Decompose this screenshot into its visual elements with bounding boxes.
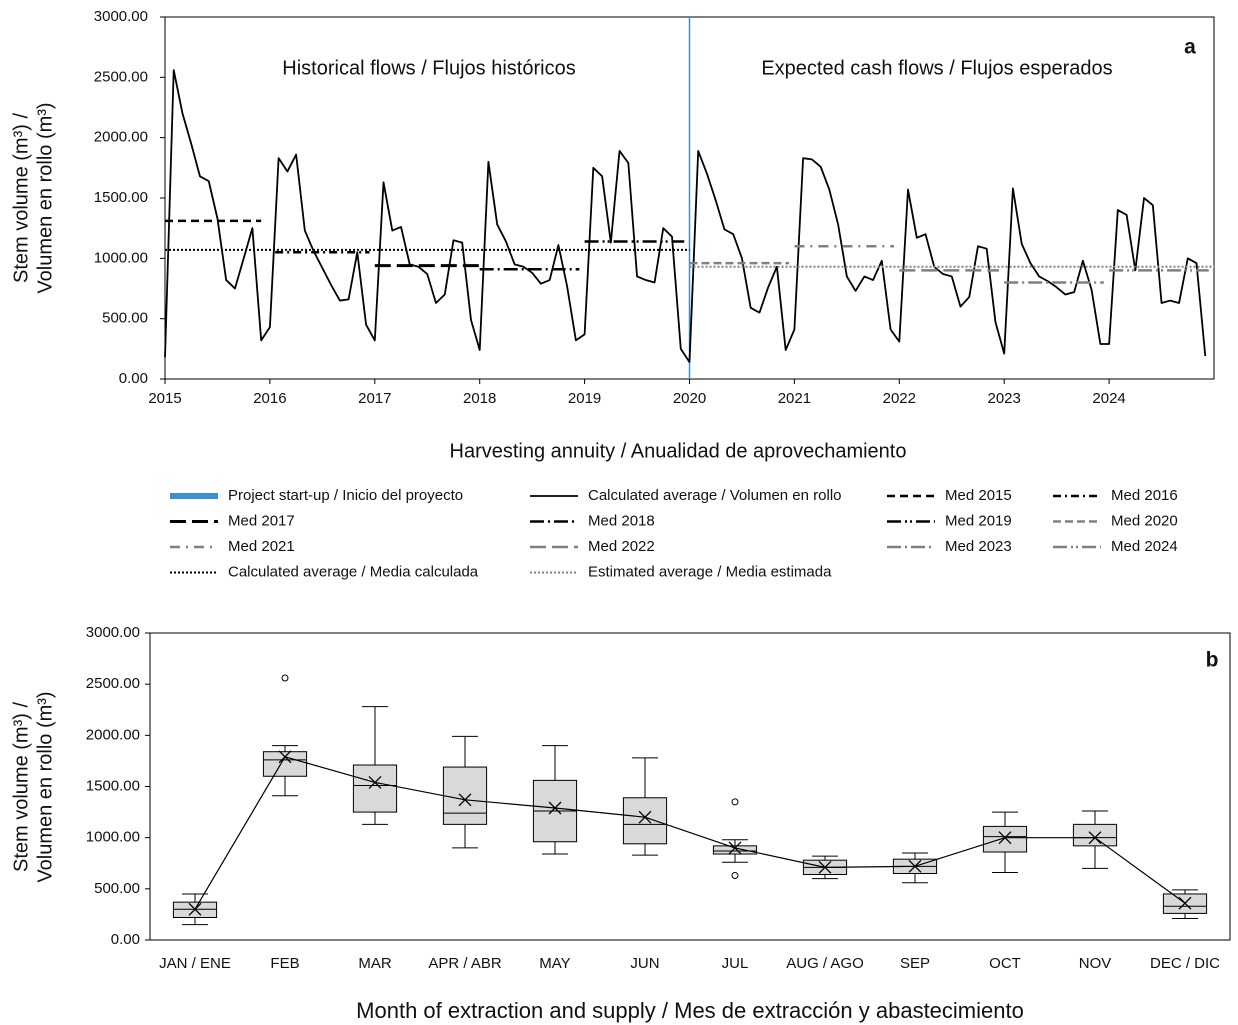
mean-marker [1178, 896, 1192, 910]
x-tick-label: JUL [722, 955, 749, 972]
x-tick-label: 2024 [1092, 390, 1125, 407]
y-tick-label: 1500.00 [94, 189, 148, 206]
outlier [731, 798, 739, 806]
x-tick-label: MAY [539, 955, 570, 972]
x-tick-label: SEP [900, 955, 930, 972]
x-tick-label: 2018 [463, 390, 496, 407]
legend-label: Med 2021 [228, 538, 295, 555]
y-tick-label: 1000.00 [86, 829, 140, 846]
y-tick-label: 2000.00 [94, 129, 148, 146]
x-tick-label: 2021 [778, 390, 811, 407]
mean-marker [998, 831, 1012, 845]
y-axis-label: Stem volume (m³) / [10, 702, 32, 872]
legend-label: Med 2016 [1111, 487, 1178, 504]
annotation: Expected cash flows / Flujos esperados [761, 57, 1112, 79]
x-tick-label: 2023 [988, 390, 1021, 407]
legend-label: Calculated average / Volumen en rollo [588, 487, 842, 504]
mean-marker [188, 902, 202, 916]
legend-label: Med 2018 [588, 512, 655, 529]
y-tick-label: 500.00 [102, 310, 148, 327]
x-axis-label: Harvesting annuity / Anualidad de aprove… [450, 440, 907, 462]
y-tick-label: 0.00 [111, 931, 140, 948]
x-tick-label: 2016 [253, 390, 286, 407]
x-tick-label: MAR [358, 955, 392, 972]
legend-label: Med 2015 [945, 487, 1012, 504]
plot-frame-b [149, 632, 1231, 941]
legend-label: Med 2017 [228, 512, 295, 529]
legend-label: Med 2020 [1111, 512, 1178, 529]
box [982, 825, 1028, 853]
legend-label: Med 2023 [945, 538, 1012, 555]
legend-label: Med 2022 [588, 538, 655, 555]
x-tick-label: 2019 [568, 390, 601, 407]
y-tick-label: 2500.00 [86, 675, 140, 692]
mean-marker [548, 801, 562, 815]
x-tick-label: 2020 [673, 390, 706, 407]
mean-marker [638, 810, 652, 824]
box [712, 845, 758, 855]
y-axis-label: Volumen en rollo (m³) [34, 102, 56, 293]
y-tick-label: 1500.00 [86, 777, 140, 794]
x-tick-label: JAN / ENE [159, 955, 231, 972]
legend-label: Project start-up / Inicio del proyecto [228, 487, 463, 504]
y-tick-label: 2500.00 [94, 68, 148, 85]
x-tick-label: JUN [630, 955, 659, 972]
box [442, 766, 488, 825]
mean-marker [908, 859, 922, 873]
x-tick-label: 2015 [148, 390, 181, 407]
legend-label: Calculated average / Media calculada [228, 563, 479, 580]
legend-label: Med 2024 [1111, 538, 1178, 555]
legend-label: Estimated average / Media estimada [588, 563, 832, 580]
outlier [281, 674, 289, 682]
mean-marker [1088, 831, 1102, 845]
x-tick-label: APR / ABR [428, 955, 502, 972]
annotation: Historical flows / Flujos históricos [282, 57, 575, 79]
box [622, 797, 668, 845]
box [262, 751, 308, 777]
x-tick-label: FEB [270, 955, 299, 972]
x-axis-label: Month of extraction and supply / Mes de … [356, 998, 1024, 1023]
x-tick-label: 2017 [358, 390, 391, 407]
outlier [731, 872, 739, 880]
y-axis-label: Volumen en rollo (m³) [34, 691, 56, 882]
y-tick-label: 3000.00 [94, 8, 148, 25]
y-axis-label: Stem volume (m³) / [10, 113, 32, 283]
mean-line [194, 756, 1186, 910]
panel-label: b [1206, 649, 1219, 672]
x-tick-label: NOV [1079, 955, 1112, 972]
mean-marker [278, 750, 292, 764]
x-tick-label: OCT [989, 955, 1021, 972]
y-tick-label: 2000.00 [86, 726, 140, 743]
box [1072, 823, 1118, 847]
panel-label: a [1184, 36, 1196, 59]
y-tick-label: 500.00 [94, 880, 140, 897]
y-tick-label: 3000.00 [86, 624, 140, 641]
x-tick-label: AUG / AGO [786, 955, 864, 972]
mean-marker [728, 841, 742, 855]
y-tick-label: 0.00 [119, 370, 148, 387]
box [352, 764, 398, 813]
legend-label: Med 2019 [945, 512, 1012, 529]
mean-marker [458, 793, 472, 807]
x-tick-label: DEC / DIC [1150, 955, 1220, 972]
mean-marker [368, 775, 382, 789]
y-tick-label: 1000.00 [94, 249, 148, 266]
mean-marker [818, 860, 832, 874]
x-tick-label: 2022 [883, 390, 916, 407]
series-line [164, 69, 1207, 364]
